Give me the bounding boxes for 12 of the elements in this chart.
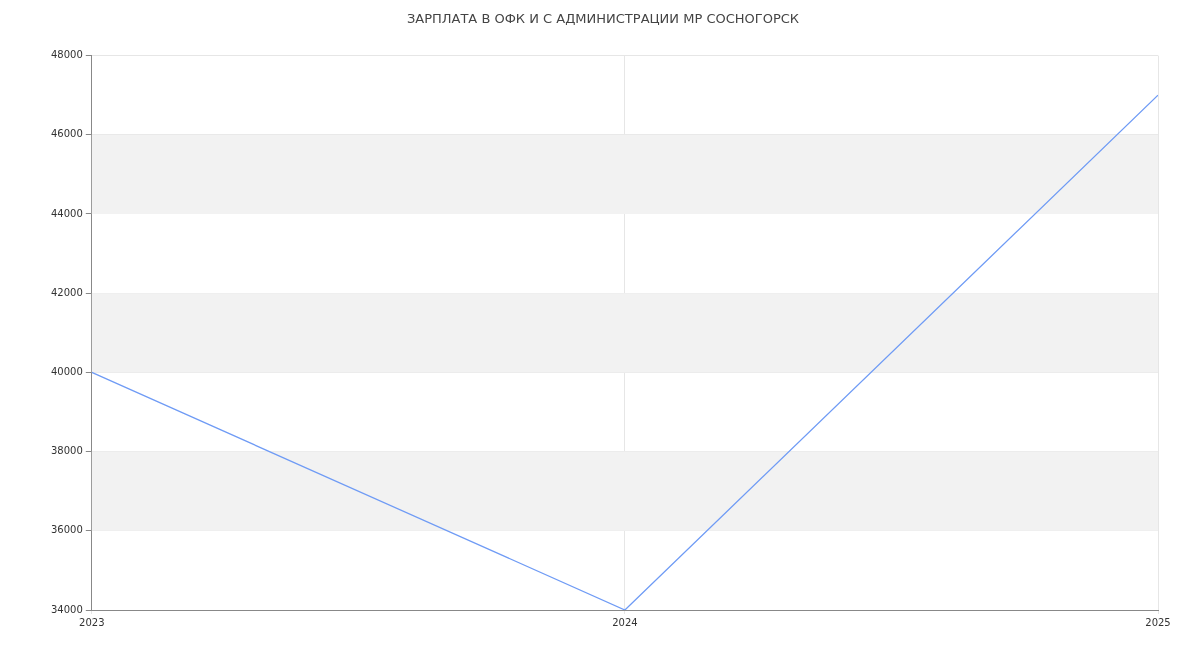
y-tick-label: 46000 <box>51 128 83 140</box>
x-tick-label: 2023 <box>79 616 105 628</box>
y-tick-label: 42000 <box>51 286 83 298</box>
y-tick-label: 38000 <box>51 445 83 457</box>
y-tick-label: 34000 <box>51 603 83 615</box>
x-tick-label: 2024 <box>612 616 638 628</box>
y-tick-label: 40000 <box>51 365 83 377</box>
y-tick-label: 36000 <box>51 524 83 536</box>
y-tick-label: 44000 <box>51 207 83 219</box>
y-tick-label: 48000 <box>51 49 83 61</box>
chart-title: ЗАРПЛАТА В ОФК И С АДМИНИСТРАЦИИ МР СОСНОГОРСК <box>406 11 800 27</box>
x-tick-label: 2025 <box>1145 616 1171 628</box>
